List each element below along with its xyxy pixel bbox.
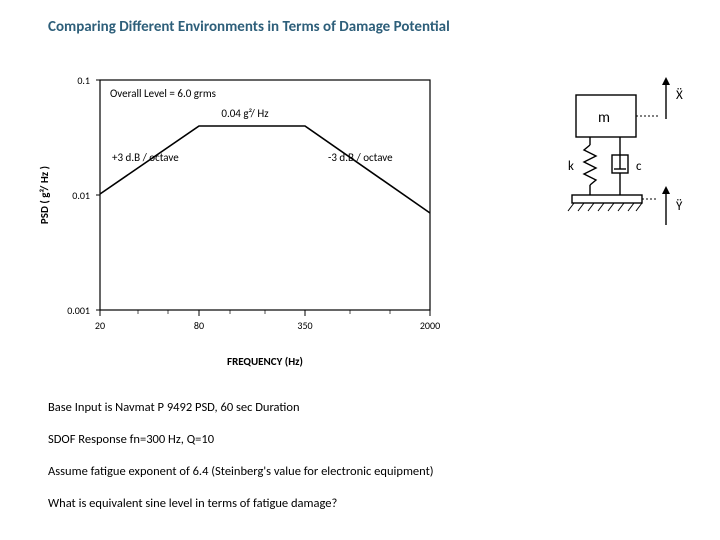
annot-right-slope: -3 d.B / octave <box>328 151 393 164</box>
xtick-1: 80 <box>194 319 204 332</box>
damper-label: c <box>636 159 642 174</box>
body-line-3: Assume fatigue exponent of 6.4 (Steinber… <box>48 464 434 479</box>
annot-plateau: 0.04 g²/ Hz <box>221 107 269 120</box>
base-label: Ÿ <box>676 199 683 214</box>
yaxis-label: PSD ( g²/ Hz ) <box>38 166 51 224</box>
annot-left-slope: +3 d.B / octave <box>112 151 179 164</box>
body-line-1: Base Input is Navmat P 9492 PSD, 60 sec … <box>48 400 300 415</box>
ytick-0: 0.1 <box>77 74 90 87</box>
sdof-diagram: m Ẍ k c Ÿ <box>558 75 698 255</box>
response-label: Ẍ <box>676 88 683 103</box>
ytick-1: 0.01 <box>72 189 90 202</box>
mass-label: m <box>598 109 610 127</box>
psd-chart: PSD ( g²/ Hz ) FREQUENCY (Hz) 0.1 0.01 0… <box>30 65 460 375</box>
annot-overall: Overall Level = 6.0 grms <box>110 87 216 100</box>
xtick-2: 350 <box>297 319 312 332</box>
body-line-2: SDOF Response fn=300 Hz, Q=10 <box>48 432 214 447</box>
spring-label: k <box>568 159 574 174</box>
xtick-0: 20 <box>95 319 105 332</box>
page-title: Comparing Different Environments in Term… <box>48 18 450 36</box>
xtick-3: 2000 <box>420 319 440 332</box>
body-line-4: What is equivalent sine level in terms o… <box>48 496 337 511</box>
ytick-2: 0.001 <box>67 304 90 317</box>
xaxis-label: FREQUENCY (Hz) <box>227 355 303 368</box>
